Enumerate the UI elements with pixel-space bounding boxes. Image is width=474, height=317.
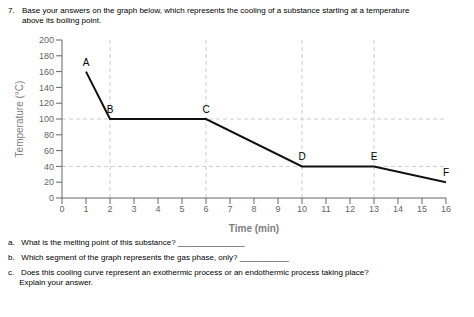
svg-text:7: 7: [227, 204, 232, 214]
svg-text:6: 6: [203, 204, 208, 214]
html-text:a. What is the melting point o: a. What is the melting point of this sub…: [8, 238, 245, 247]
svg-text:Time (min): Time (min): [229, 223, 279, 234]
svg-text:40: 40: [44, 162, 54, 172]
svg-text:0: 0: [49, 193, 54, 203]
svg-text:120: 120: [39, 98, 54, 108]
svg-text:60: 60: [44, 146, 54, 156]
svg-text:20: 20: [44, 177, 54, 187]
svg-text:13: 13: [369, 204, 379, 214]
svg-text:A: A: [83, 57, 90, 68]
svg-text:12: 12: [345, 204, 355, 214]
svg-text:100: 100: [39, 114, 54, 124]
svg-text:14: 14: [393, 204, 403, 214]
svg-text:15: 15: [417, 204, 427, 214]
svg-text:180: 180: [39, 51, 54, 61]
svg-text:10: 10: [297, 204, 307, 214]
svg-text:11: 11: [321, 204, 330, 214]
svg-text:80: 80: [44, 130, 54, 140]
svg-text:160: 160: [39, 67, 54, 77]
svg-text:140: 140: [39, 83, 54, 93]
svg-text:1: 1: [83, 204, 88, 214]
svg-text:F: F: [443, 167, 449, 178]
svg-text:200: 200: [39, 35, 54, 45]
svg-text:B: B: [107, 104, 114, 115]
svg-text:4: 4: [155, 204, 160, 214]
svg-text:3: 3: [131, 204, 136, 214]
html-text:b. Which segment of the graph: b. Which segment of the graph represents…: [8, 253, 289, 262]
html-text:c. Does this cooling curve rep: c. Does this cooling curve represent an …: [8, 268, 369, 287]
svg-text:Temperature (°C): Temperature (°C): [14, 81, 25, 158]
svg-text:8: 8: [251, 204, 256, 214]
svg-text:E: E: [371, 151, 378, 162]
html-text:Base your answers on the graph: Base your answers on the graph below, wh…: [22, 6, 410, 25]
svg-text:D: D: [298, 151, 305, 162]
svg-text:16: 16: [441, 204, 451, 214]
svg-text:5: 5: [179, 204, 184, 214]
html-text:7.: 7.: [8, 6, 15, 15]
svg-text:2: 2: [107, 204, 112, 214]
svg-text:0: 0: [59, 204, 64, 214]
svg-text:9: 9: [275, 204, 280, 214]
svg-text:C: C: [202, 104, 209, 115]
